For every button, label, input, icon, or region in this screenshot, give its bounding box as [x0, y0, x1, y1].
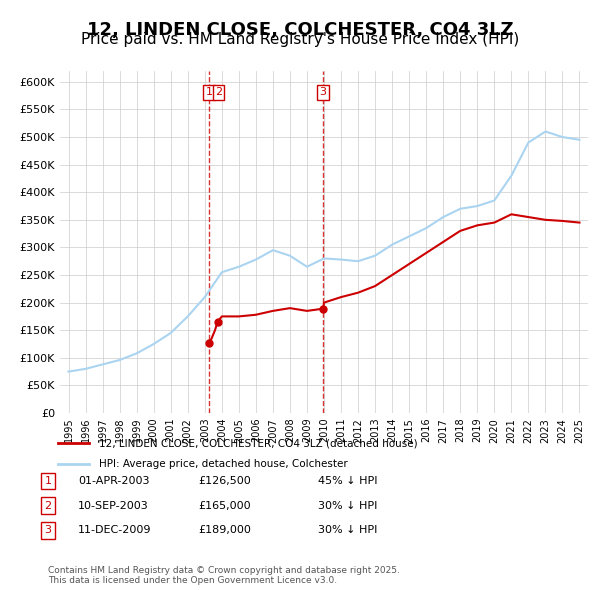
Text: 1: 1 [44, 476, 52, 486]
Text: 3: 3 [320, 87, 326, 97]
Text: 1: 1 [206, 87, 212, 97]
Text: 12, LINDEN CLOSE, COLCHESTER, CO4 3LZ (detached house): 12, LINDEN CLOSE, COLCHESTER, CO4 3LZ (d… [99, 438, 418, 448]
Text: HPI: Average price, detached house, Colchester: HPI: Average price, detached house, Colc… [99, 459, 348, 469]
Text: Price paid vs. HM Land Registry's House Price Index (HPI): Price paid vs. HM Land Registry's House … [81, 32, 519, 47]
Text: 30% ↓ HPI: 30% ↓ HPI [318, 501, 377, 510]
Text: 30% ↓ HPI: 30% ↓ HPI [318, 526, 377, 535]
Text: £165,000: £165,000 [198, 501, 251, 510]
Text: 3: 3 [44, 526, 52, 535]
Text: 01-APR-2003: 01-APR-2003 [78, 476, 149, 486]
Text: 12, LINDEN CLOSE, COLCHESTER, CO4 3LZ: 12, LINDEN CLOSE, COLCHESTER, CO4 3LZ [87, 21, 513, 39]
Text: Contains HM Land Registry data © Crown copyright and database right 2025.
This d: Contains HM Land Registry data © Crown c… [48, 566, 400, 585]
Text: 11-DEC-2009: 11-DEC-2009 [78, 526, 151, 535]
Text: 2: 2 [215, 87, 222, 97]
Text: £189,000: £189,000 [198, 526, 251, 535]
Text: 10-SEP-2003: 10-SEP-2003 [78, 501, 149, 510]
Text: 45% ↓ HPI: 45% ↓ HPI [318, 476, 377, 486]
Text: 2: 2 [44, 501, 52, 510]
Text: £126,500: £126,500 [198, 476, 251, 486]
